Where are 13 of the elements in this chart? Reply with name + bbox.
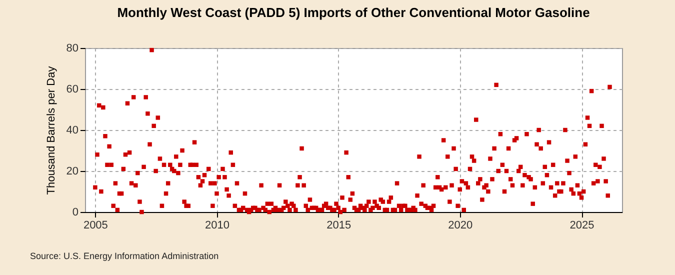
y-tick-label: 80: [66, 42, 78, 54]
source-note: Source: U.S. Energy Information Administration: [30, 251, 219, 261]
y-tick-label: 40: [66, 124, 78, 136]
x-tick-label: 2025: [570, 220, 594, 232]
y-tick-label: 60: [66, 84, 78, 96]
x-tick-label: 2005: [83, 220, 108, 232]
y-axis-title: Thousand Barrels per Day: [45, 66, 58, 195]
chart-title: Monthly West Coast (PADD 5) Imports of Other Conventional Motor Gasoline: [117, 5, 590, 20]
x-tick-label: 2020: [448, 220, 473, 232]
x-tick-label: 2010: [205, 220, 230, 232]
x-tick-label: 2015: [326, 220, 352, 232]
y-tick-label: 20: [66, 166, 78, 178]
y-tick-label: 0: [72, 206, 78, 218]
